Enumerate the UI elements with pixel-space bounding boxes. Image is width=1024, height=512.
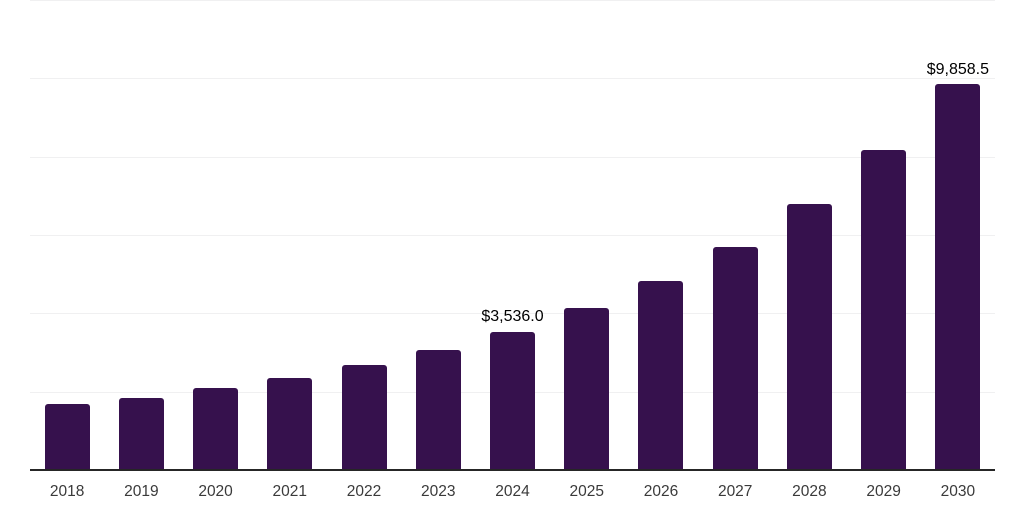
gridline-12000 [30,0,995,1]
bar-2026 [638,281,684,470]
x-tick-label-2024: 2024 [495,483,530,500]
plot-area: $3,536.0 $9,858.5 [30,0,995,470]
x-tick-label-2023: 2023 [421,483,456,500]
x-tick-label-2026: 2026 [643,483,679,500]
x-tick-label-2030: 2030 [940,483,976,500]
gridline-6000 [30,235,995,236]
x-tick-label-2019: 2019 [124,483,159,500]
x-tick-label-2028: 2028 [792,483,827,500]
bar-2022 [341,365,387,470]
x-tick-label-2020: 2020 [198,483,233,500]
bar-2021 [267,378,313,470]
bar-value-label-2024: $3,536.0 [481,308,544,326]
bar-2029 [861,150,907,470]
x-tick-label-2025: 2025 [569,483,604,500]
gridline-10000 [30,78,995,80]
bar-2023 [415,350,461,470]
gridline-4000 [30,313,995,315]
bar-2018 [44,404,90,470]
x-tick-label-2021: 2021 [272,483,308,500]
bar-2025 [564,308,610,470]
bar-2019 [118,397,164,470]
x-tick-label-2018: 2018 [49,483,85,500]
bar-2027 [712,247,758,470]
x-tick-label-2027: 2027 [717,483,753,500]
bar-2028 [786,204,832,470]
bar-2020 [193,388,239,470]
bar-value-label-2030: $9,858.5 [926,60,990,78]
x-tick-label-2022: 2022 [346,483,382,500]
gridline-8000 [30,156,995,158]
bar-2030 [935,83,981,470]
x-axis-line [30,468,995,471]
x-tick-label-2029: 2029 [866,483,901,500]
bar-2024 [490,331,535,470]
